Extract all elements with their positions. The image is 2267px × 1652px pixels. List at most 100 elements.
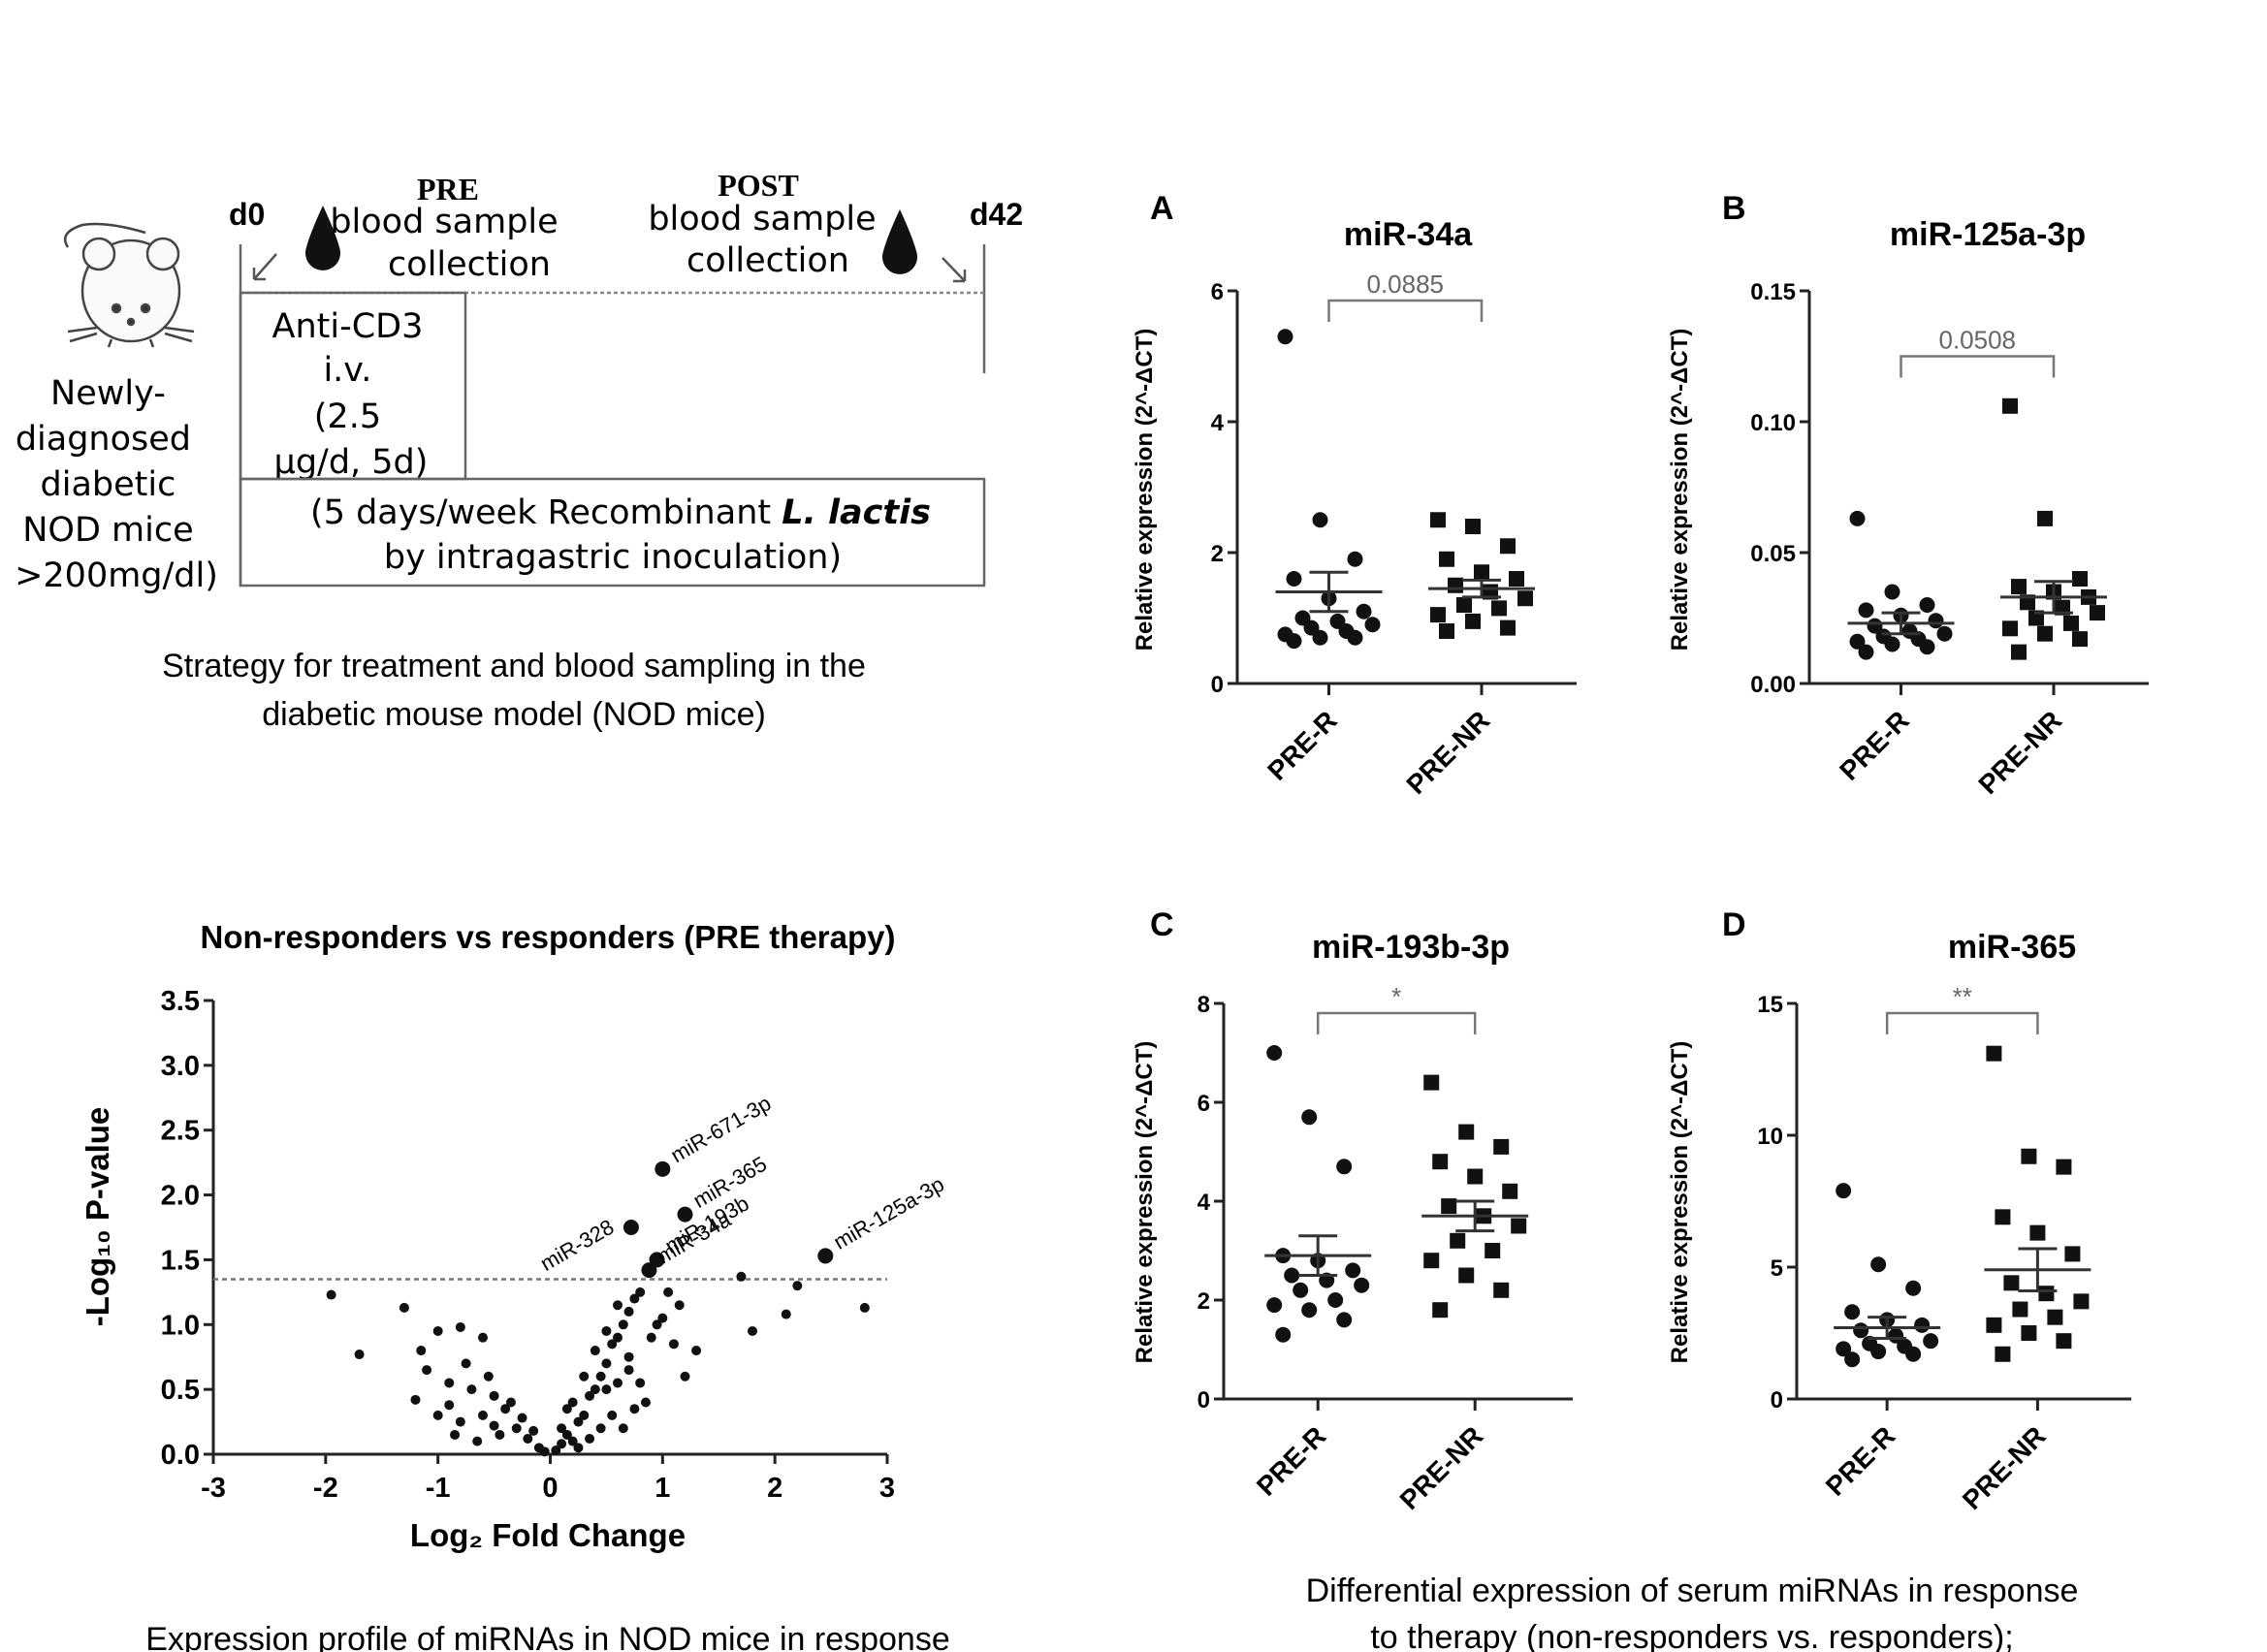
panel-point: [1327, 1292, 1344, 1308]
panel-point: [1517, 590, 1533, 607]
panel-point: [1448, 577, 1463, 593]
lactis-box: [239, 477, 986, 588]
volcano-point: [859, 1302, 870, 1313]
volcano-x-tick-label: 3: [879, 1473, 895, 1504]
volcano-x-tick-label: -3: [201, 1473, 226, 1504]
volcano-point: [557, 1423, 567, 1434]
panel-point: [1430, 607, 1446, 623]
volcano-point: [489, 1390, 499, 1401]
panel-significance-bracket: [1327, 299, 1484, 322]
volcano-point: [623, 1365, 634, 1376]
volcano-point: [680, 1371, 690, 1382]
volcano-x-tick-label: -2: [313, 1473, 338, 1504]
day-end-label: d42: [970, 197, 1023, 232]
volcano-point: [472, 1436, 483, 1446]
panel-y-tick-label: 0.05: [1750, 541, 1796, 567]
volcano-point: [623, 1351, 634, 1362]
panel-pvalue: 0.0885: [1366, 270, 1444, 299]
panel-point: [1347, 629, 1363, 646]
volcano-point: [674, 1300, 685, 1311]
panel-x-tick-label: PRE-R: [1261, 705, 1343, 786]
panel-title: miR-365: [1948, 929, 2076, 966]
panel-title: miR-193b-3p: [1312, 929, 1510, 966]
panel-point: [2037, 510, 2053, 526]
volcano-point: [646, 1332, 656, 1343]
volcano-point: [652, 1319, 662, 1330]
panel-point: [1284, 1267, 1300, 1284]
volcano-point: [781, 1309, 791, 1319]
volcano-point: [567, 1397, 578, 1408]
volcano-point: [579, 1410, 590, 1420]
panel-point: [1836, 1183, 1852, 1199]
volcano-point: [585, 1390, 595, 1401]
panel-point: [1450, 1232, 1466, 1249]
panel-point: [1844, 1351, 1861, 1368]
volcano-point: [410, 1394, 421, 1405]
volcano-point: [432, 1325, 443, 1336]
panel-point: [1853, 1322, 1869, 1339]
volcano-y-tick-label: 0.0: [161, 1440, 200, 1471]
panel-point: [1286, 633, 1302, 650]
panel-y-tick-label: 0: [1197, 1387, 1210, 1414]
volcano-point: [663, 1287, 674, 1297]
panel-title: miR-34a: [1344, 216, 1473, 253]
panel-point: [1312, 629, 1328, 646]
panel-point: [1465, 519, 1481, 534]
panel-point: [1456, 597, 1472, 613]
volcano-point: [517, 1413, 527, 1423]
anti-cd3-line: Anti-CD3: [272, 307, 424, 346]
panel-point: [2002, 620, 2018, 637]
panel-point: [2002, 397, 2018, 414]
volcano-point: [444, 1400, 455, 1411]
volcano-point: [601, 1325, 612, 1336]
panel-pvalue: *: [1391, 982, 1401, 1011]
panel-point: [2011, 644, 2027, 660]
panel-significance-bracket: [1885, 1011, 2039, 1034]
panel-point: [1995, 1209, 2011, 1225]
volcano-point: [623, 1306, 634, 1317]
panels-caption: to therapy (non-responders vs. responder…: [1370, 1619, 2013, 1652]
volcano-x-label: Log₂ Fold Change: [410, 1517, 686, 1553]
mouse-caption-line: Newly-: [50, 374, 166, 413]
panel-point: [1439, 551, 1454, 567]
volcano-point: [613, 1332, 623, 1343]
panel-y-tick-label: 2: [1211, 541, 1224, 567]
volcano-x-tick-label: 1: [655, 1473, 670, 1504]
panel-point: [1905, 1346, 1922, 1362]
treatment-schematic: Newly- diagnosed diabetic NOD mice >200m…: [15, 168, 1023, 733]
volcano-plot: Non-responders vs responders (PRE therap…: [80, 919, 950, 1652]
panel-point: [1441, 1198, 1457, 1215]
volcano-x-tick-label: 2: [767, 1473, 782, 1504]
panel-point: [1293, 1282, 1309, 1298]
panel-point: [2056, 1159, 2072, 1175]
volcano-x-tick-label: 0: [542, 1473, 558, 1504]
panel-point: [1836, 1341, 1852, 1357]
volcano-point: [422, 1365, 432, 1376]
panel-point: [1336, 1312, 1353, 1328]
panel-y-tick-label: 4: [1197, 1190, 1211, 1216]
panel-point: [2090, 605, 2105, 621]
volcano-axes: -3 -2 -1 0 1 2 3 0.0 0.5 1.0 1.5 2.0 2.5 3.0 3.5: [161, 986, 895, 1504]
post-label: POST: [718, 168, 799, 203]
volcano-point: [635, 1378, 646, 1388]
volcano-point: [595, 1423, 606, 1434]
volcano-point: [792, 1281, 803, 1291]
panel-y-tick-label: 0: [1211, 672, 1224, 698]
lactis-line-1: (5 days/week Recombinant L. lactis: [310, 493, 931, 532]
svg-text:Anti-CD3 i.v. (2.5: Anti-CD3 i.v. (2.5 μg/d, 5d): [272, 307, 434, 482]
panel-point: [2063, 615, 2079, 631]
panel-point: [1439, 623, 1454, 639]
panel-point: [1923, 1333, 1939, 1350]
volcano-y-tick-label: 2.5: [161, 1116, 200, 1147]
volcano-point: [657, 1313, 668, 1323]
panel-pvalue: **: [1953, 982, 1972, 1011]
panel-point: [2072, 571, 2088, 587]
panel-point: [1432, 1154, 1449, 1170]
volcano-point: [505, 1397, 516, 1408]
panel-point: [2073, 1293, 2090, 1310]
panel-point: [1465, 613, 1481, 629]
panel-letter: C: [1150, 906, 1174, 943]
